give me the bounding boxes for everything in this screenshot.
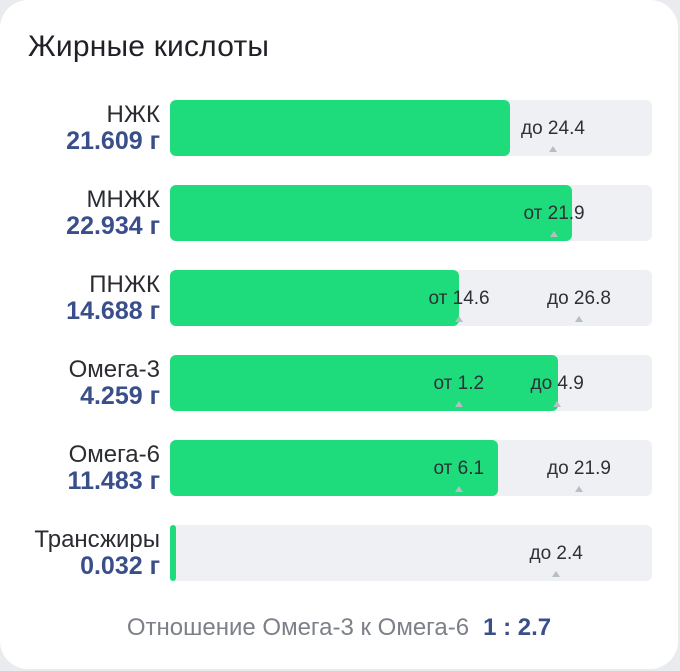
range-marker-tick-icon bbox=[455, 316, 463, 322]
progress-fill bbox=[170, 100, 510, 156]
range-marker-label: до 21.9 bbox=[547, 458, 611, 479]
row-label: ПНЖК bbox=[89, 271, 160, 298]
progress-fill bbox=[170, 185, 572, 241]
row-value: 11.483 г bbox=[67, 467, 160, 495]
row-label: Трансжиры bbox=[34, 526, 160, 553]
progress-track: от 21.9 bbox=[170, 185, 652, 241]
progress-fill bbox=[170, 270, 459, 326]
row-value: 0.032 г bbox=[80, 552, 160, 580]
range-marker-label: до 2.4 bbox=[529, 543, 583, 564]
range-marker-label: от 1.2 bbox=[433, 373, 485, 394]
row-pnzhk: ПНЖК 14.688 г от 14.6 до 26.8 bbox=[0, 270, 678, 330]
row-label: Омега-3 bbox=[68, 356, 160, 383]
progress-fill bbox=[170, 355, 558, 411]
progress-fill bbox=[170, 440, 498, 496]
row-label: МНЖК bbox=[86, 186, 160, 213]
range-marker-label: от 21.9 bbox=[523, 203, 585, 224]
range-marker-tick-icon bbox=[455, 401, 463, 407]
range-marker-tick-icon bbox=[552, 571, 560, 577]
progress-track: до 24.4 bbox=[170, 100, 652, 156]
progress-fill bbox=[170, 525, 176, 581]
row-trans-fats: Трансжиры 0.032 г до 2.4 bbox=[0, 525, 678, 585]
range-marker-tick-icon bbox=[575, 316, 583, 322]
row-value: 14.688 г bbox=[66, 297, 160, 325]
row-mnzhk: МНЖК 22.934 г от 21.9 bbox=[0, 185, 678, 245]
range-marker-tick-icon bbox=[575, 486, 583, 492]
range-marker-label: до 26.8 bbox=[547, 288, 611, 309]
range-marker-tick-icon bbox=[553, 401, 561, 407]
range-marker-label: от 6.1 bbox=[433, 458, 485, 479]
omega-ratio: Отношение Омега-3 к Омега-6 1 : 2.7 bbox=[0, 614, 678, 642]
row-label: НЖК bbox=[106, 101, 160, 128]
range-marker-tick-icon bbox=[549, 146, 557, 152]
progress-track: от 1.2 до 4.9 bbox=[170, 355, 652, 411]
omega-ratio-label: Отношение Омега-3 к Омега-6 bbox=[126, 614, 470, 641]
progress-track: от 14.6 до 26.8 bbox=[170, 270, 652, 326]
omega-ratio-value: 1 : 2.7 bbox=[483, 614, 552, 641]
progress-track: до 2.4 bbox=[170, 525, 652, 581]
progress-track: от 6.1 до 21.9 bbox=[170, 440, 652, 496]
range-marker-label: до 24.4 bbox=[521, 118, 585, 139]
range-marker-tick-icon bbox=[550, 231, 558, 237]
card-title: Жирные кислоты bbox=[28, 30, 270, 63]
row-label: Омега-6 bbox=[68, 441, 160, 468]
row-value: 21.609 г bbox=[66, 127, 160, 155]
range-marker-tick-icon bbox=[455, 486, 463, 492]
row-omega-6: Омега-6 11.483 г от 6.1 до 21.9 bbox=[0, 440, 678, 500]
row-value: 4.259 г bbox=[80, 382, 160, 410]
range-marker-label: до 4.9 bbox=[530, 373, 584, 394]
row-nzhk: НЖК 21.609 г до 24.4 bbox=[0, 100, 678, 160]
row-omega-3: Омега-3 4.259 г от 1.2 до 4.9 bbox=[0, 355, 678, 415]
range-marker-label: от 14.6 bbox=[428, 288, 490, 309]
row-value: 22.934 г bbox=[66, 212, 160, 240]
